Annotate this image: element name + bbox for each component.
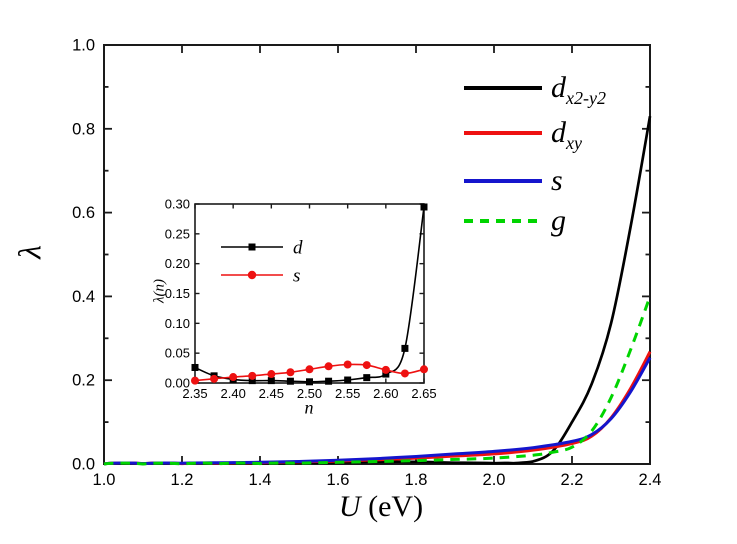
- curve-d_xy: [103, 351, 652, 466]
- inset-x-tick-label: 2.55: [335, 386, 360, 401]
- legend-label-s: s: [551, 166, 563, 196]
- legend-label-dx2y2: dx2-y2: [551, 71, 606, 108]
- main-y-tick-label: 0.2: [72, 372, 95, 390]
- legend-entry-dxy: dxy: [464, 111, 582, 155]
- main-y-axis-label: λ: [11, 245, 48, 259]
- inset-markers-d: [191, 203, 428, 386]
- legend-line-g: [464, 219, 542, 223]
- legend-label-dx2y2-sub: x2-y2: [566, 88, 606, 108]
- legend-line-s: [464, 179, 542, 183]
- main-x-tick-label: 1.6: [327, 471, 350, 489]
- main-ticks: [103, 44, 651, 465]
- legend-label-g-main: g: [551, 204, 566, 237]
- inset-y-tick-label: 0.15: [165, 286, 190, 301]
- main-x-tick-label: 1.4: [249, 471, 272, 489]
- main-y-tick-label: 0.6: [72, 204, 95, 222]
- main-x-axis-label-unit: (eV): [360, 490, 424, 523]
- legend-label-dxy-sub: xy: [566, 133, 582, 153]
- legend-entry-g: g: [464, 199, 566, 243]
- legend-label-dxy-main: d: [551, 116, 566, 149]
- main-y-tick-label: 1.0: [72, 37, 95, 55]
- inset-x-tick-label: 2.65: [411, 386, 436, 401]
- main-x-tick-label: 1.0: [93, 471, 116, 489]
- main-x-axis-label-symbol: U: [338, 490, 361, 523]
- inset-ticks: [194, 203, 425, 384]
- main-x-tick-label: 2.0: [483, 471, 506, 489]
- main-x-axis-label: U (eV): [339, 490, 423, 524]
- inset-legend-label-s: s: [293, 266, 300, 287]
- inset-y-tick-label: 0.05: [165, 346, 190, 361]
- inset-x-tick-label: 2.40: [221, 386, 246, 401]
- legend-label-g: g: [551, 206, 566, 236]
- inset-legend-entry-d: d: [221, 238, 303, 259]
- main-y-tick-label: 0.4: [72, 288, 95, 306]
- legend-line-dx2y2: [464, 86, 542, 90]
- inset-y-tick-label: 0.10: [165, 316, 190, 331]
- main-x-tick-label: 2.4: [639, 471, 662, 489]
- inset-y-tick-label: 0.20: [165, 256, 190, 271]
- inset-y-axis-label: λ(n): [151, 279, 168, 303]
- inset-x-axis-label: n: [304, 397, 314, 418]
- inset-legend-entry-s: s: [221, 266, 300, 287]
- main-y-tick-label: 0.0: [72, 456, 95, 474]
- curve-g: [103, 295, 652, 466]
- legend-entry-s: s: [464, 159, 563, 203]
- inset-y-tick-label: 0.25: [165, 226, 190, 241]
- legend-label-s-main: s: [551, 164, 563, 197]
- legend-label-dx2y2-main: d: [551, 71, 566, 104]
- legend-entry-dx2y2: dx2-y2: [464, 66, 606, 110]
- inset-y-tick-label: 0.30: [165, 197, 190, 212]
- inset-legend-label-d: d: [293, 238, 303, 259]
- main-tick-labels: 1.0 1.2 1.4 1.6 1.8 2.0 2.2 2.4 0.0 0.2 0.4 0.6 0.8 1…: [72, 37, 661, 490]
- legend-label-dxy: dxy: [551, 116, 582, 153]
- main-x-tick-label: 1.8: [405, 471, 428, 489]
- inset-curve-d: [194, 206, 425, 383]
- legend-line-dxy: [464, 131, 542, 135]
- inset-x-tick-label: 2.60: [373, 386, 398, 401]
- main-x-tick-label: 2.2: [561, 471, 584, 489]
- inset-x-tick-label: 2.45: [259, 386, 284, 401]
- inset-plot-box: [194, 203, 425, 384]
- main-x-tick-label: 1.2: [171, 471, 194, 489]
- inset-markers-s: [191, 360, 428, 385]
- main-y-tick-label: 0.8: [72, 120, 95, 138]
- inset-tick-labels: 2.35 2.40 2.45 2.50 2.55 2.60 2.65 0.00 0.05 0.10…: [165, 197, 437, 402]
- inset-x-tick-label: 2.35: [182, 386, 207, 401]
- inset-y-tick-label: 0.00: [165, 376, 190, 391]
- inset-x-tick-label: 2.50: [297, 386, 322, 401]
